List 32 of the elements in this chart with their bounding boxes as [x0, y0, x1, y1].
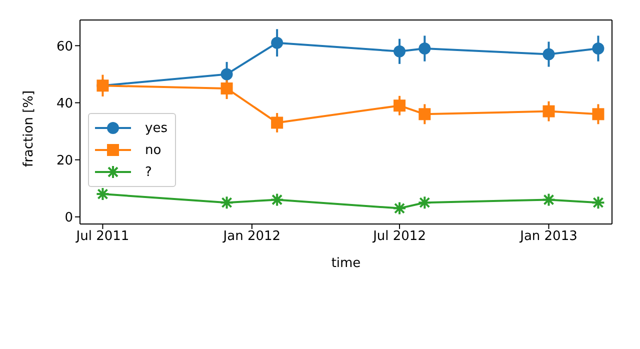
- y-tick-label: 40: [56, 96, 73, 112]
- point: [394, 45, 406, 58]
- y-axis-title: fraction [%]: [22, 90, 37, 167]
- x-tick-label: Jul 2012: [372, 229, 426, 244]
- point: [220, 196, 234, 210]
- legend-label: no: [145, 142, 162, 158]
- point: [220, 82, 233, 94]
- point: [418, 42, 431, 55]
- point: [592, 42, 604, 55]
- point: [418, 196, 432, 210]
- point: [542, 48, 555, 60]
- point: [270, 192, 284, 207]
- y-tick-label: 0: [64, 210, 73, 226]
- point: [592, 108, 604, 120]
- point: [591, 196, 606, 210]
- point: [392, 201, 407, 216]
- point: [542, 192, 556, 207]
- point: [394, 100, 406, 112]
- x-tick-label: Jan 2013: [519, 229, 578, 244]
- point: [418, 108, 431, 120]
- legend-label: ?: [145, 164, 152, 180]
- x-tick-label: Jan 2012: [222, 229, 281, 244]
- point: [271, 36, 284, 49]
- x-tick-label: Jul 2011: [75, 229, 130, 244]
- y-tick-label: 60: [56, 39, 73, 54]
- point: [220, 68, 233, 80]
- point: [96, 187, 110, 202]
- x-axis-title: time: [331, 256, 361, 271]
- point: [271, 116, 284, 129]
- point: [542, 105, 555, 118]
- y-tick-label: 20: [56, 153, 73, 168]
- legend-label: yes: [145, 120, 168, 136]
